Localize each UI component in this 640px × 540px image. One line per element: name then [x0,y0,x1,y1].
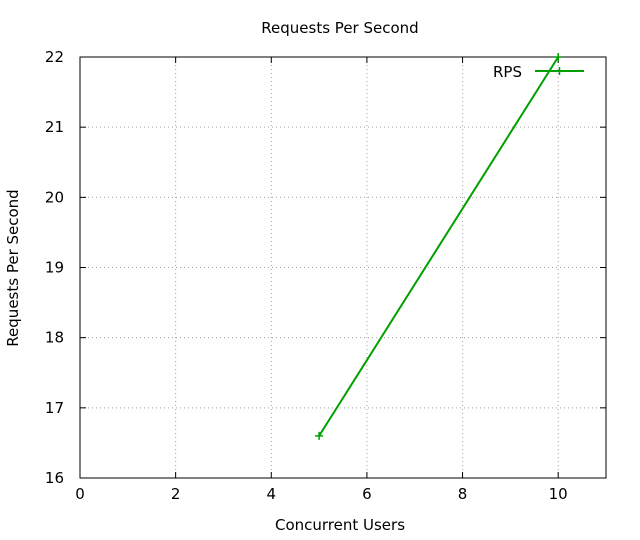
y-tick-label: 22 [45,48,64,66]
y-tick-label: 18 [45,329,64,347]
x-tick-label: 10 [549,485,568,503]
y-tick-label: 17 [45,399,64,417]
axis-ticks [79,56,606,479]
series-layer [315,53,563,440]
legend-label-rps: RPS [493,63,522,81]
tick-labels: 0 2 4 6 8 10 16 17 18 19 20 21 22 [45,48,568,503]
plot-frame [79,56,607,479]
series-line-rps [318,56,560,437]
y-tick-label: 21 [45,118,64,136]
legend: RPS [493,63,584,81]
data-point [315,431,324,440]
x-tick-label: 8 [458,485,468,503]
y-tick-label: 20 [45,188,64,206]
x-tick-label: 4 [266,485,276,503]
x-tick-label: 0 [75,485,85,503]
x-tick-label: 2 [171,485,181,503]
x-tick-label: 6 [362,485,372,503]
chart-title: Requests Per Second [261,19,418,37]
y-tick-label: 19 [45,259,64,277]
y-axis-label: Requests Per Second [4,189,22,346]
x-axis-label: Concurrent Users [275,516,405,534]
grid-lines [80,57,606,478]
data-point [554,53,563,61]
y-tick-label: 16 [45,469,64,487]
legend-marker-rps [555,67,564,75]
